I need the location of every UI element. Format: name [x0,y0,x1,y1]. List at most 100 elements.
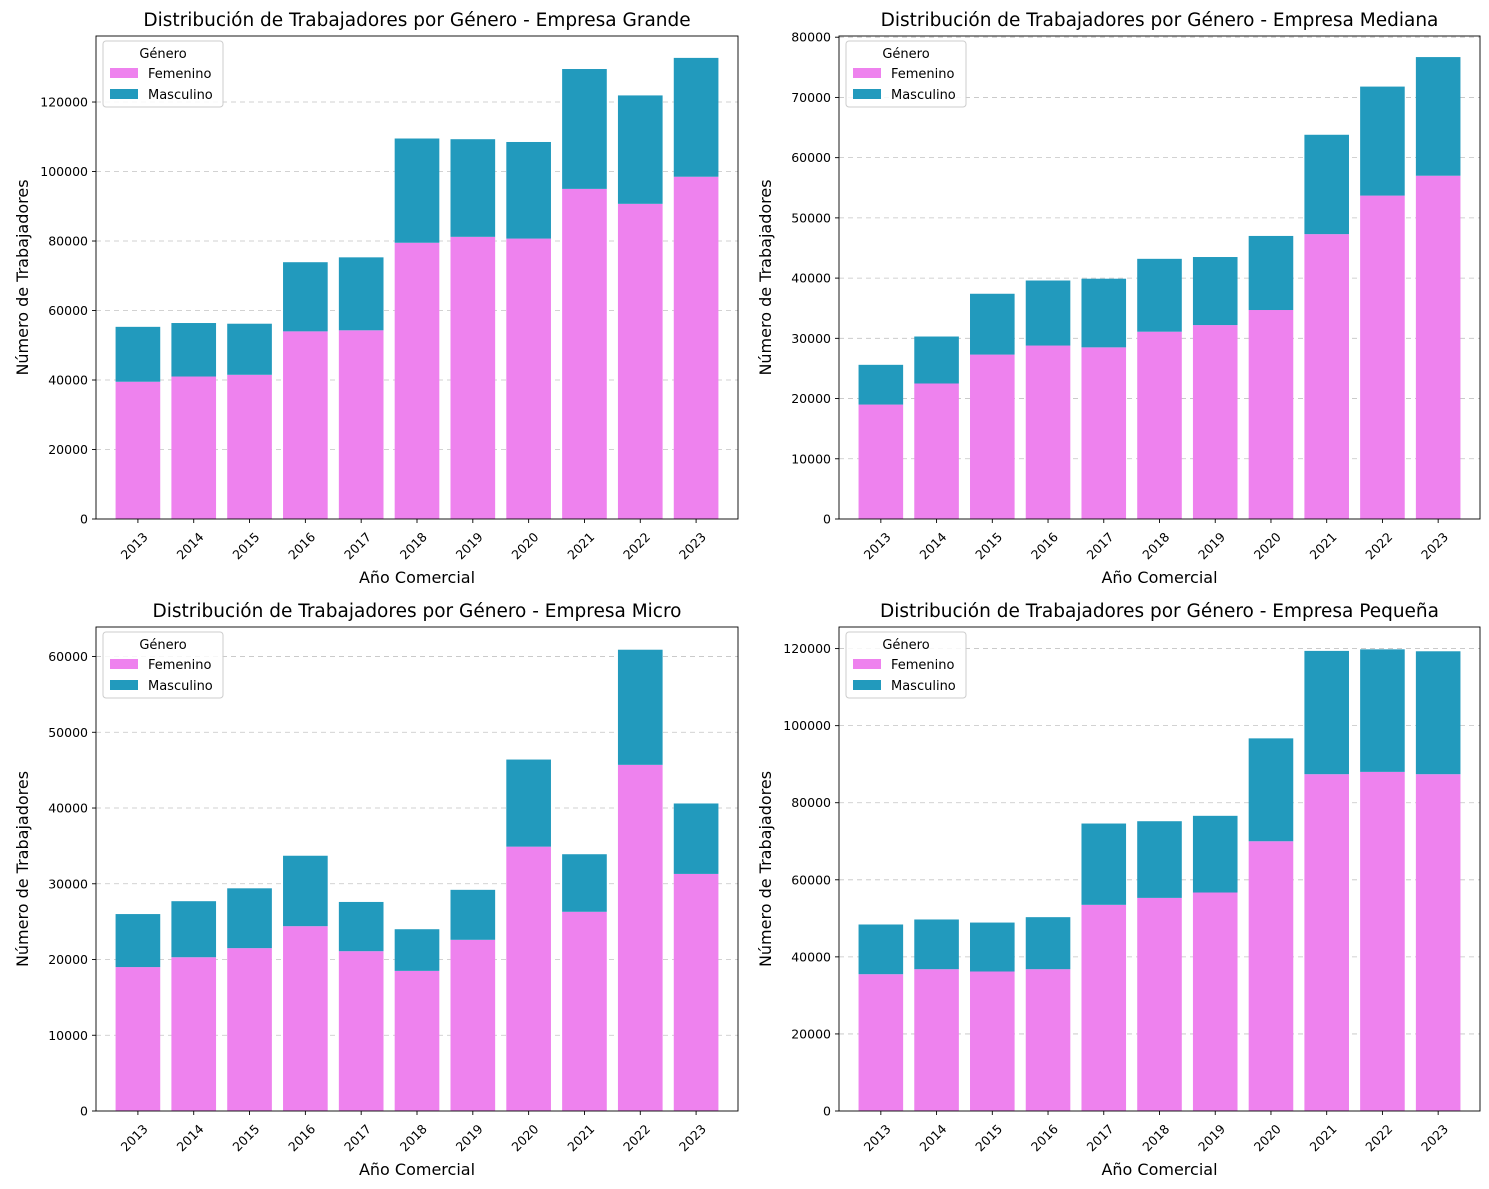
x-tick-label: 2015 [972,529,1005,562]
x-tick-label: 2018 [1139,1121,1172,1154]
y-tick-label: 100000 [783,718,831,733]
y-axis-label: Número de Trabajadores [756,771,775,967]
bar-masculino-2016 [1025,280,1071,346]
x-tick-label: 2021 [564,1121,597,1154]
bar-femenino-2021 [1304,774,1349,1111]
bar-masculino-2019 [450,889,496,940]
bar-masculino-2013 [115,914,161,968]
x-tick-label: 2023 [1418,1121,1451,1154]
bar-femenino-2022 [1360,195,1405,519]
x-tick-label: 2020 [1251,529,1284,562]
bar-femenino-2014 [171,376,217,519]
bar-femenino-2016 [283,331,328,519]
x-tick-label: 2015 [229,1121,262,1154]
x-tick-label: 2021 [564,529,597,562]
bar-masculino-2017 [1081,278,1127,348]
bar-femenino-2019 [450,939,496,1111]
x-tick-label: 2022 [1362,529,1395,562]
bar-masculino-2020 [1248,738,1294,842]
bar-masculino-2015 [970,922,1015,972]
legend-swatch-masculino [853,89,881,99]
chart-title: Distribución de Trabajadores por Género … [880,601,1439,622]
legend: Género Femenino Masculino [102,40,224,108]
y-tick-label: 40000 [791,949,831,964]
x-axis-label: Año Comercial [359,568,475,587]
x-tick-label: 2016 [285,529,318,562]
chart-title: Distribución de Trabajadores por Género … [881,10,1439,31]
y-tick-label: 40000 [791,271,831,286]
y-tick-label: 50000 [791,210,831,225]
legend-swatch-femenino [853,659,881,669]
bar-femenino-2013 [115,381,161,519]
bar-masculino-2016 [283,262,328,332]
bar-femenino-2018 [394,242,440,519]
bar-femenino-2019 [450,236,496,519]
x-tick-label: 2013 [861,1121,894,1154]
bar-femenino-2019 [1192,325,1238,519]
x-tick-label: 2016 [1028,1121,1061,1154]
x-tick-label: 2014 [916,1121,949,1154]
x-tick-label: 2023 [1418,529,1451,562]
bar-masculino-2016 [1025,917,1071,970]
bar-masculino-2018 [1137,258,1182,332]
bar-femenino-2013 [115,967,161,1111]
legend-title: Género [139,638,186,653]
legend-label-masculino: Masculino [891,679,956,694]
legend-title: Género [882,638,929,653]
x-tick-label: 2022 [620,529,653,562]
chart-panel: 0 20000 40000 60000 80000 100000 120000 2013 201… [13,10,739,587]
y-tick-label: 20000 [791,391,831,406]
chart-panel: 0 20000 40000 60000 80000 100000 120000 2013 201… [756,601,1481,1179]
bar-masculino-2017 [338,901,384,952]
y-tick-label: 0 [823,512,831,527]
y-tick-label: 70000 [791,90,831,105]
bar-masculino-2020 [506,141,551,239]
bar-masculino-2023 [1415,651,1461,775]
y-tick-label: 80000 [791,795,831,810]
legend-label-masculino: Masculino [148,679,213,694]
y-tick-label: 10000 [791,451,831,466]
y-tick-label: 40000 [48,373,88,388]
x-axis-label: Año Comercial [1101,1160,1217,1179]
bar-femenino-2020 [1248,841,1294,1111]
y-tick-label: 80000 [791,30,831,45]
y-tick-label: 20000 [791,1026,831,1041]
bar-masculino-2015 [227,888,272,949]
x-tick-label: 2020 [508,1121,541,1154]
y-tick-label: 30000 [791,331,831,346]
bar-masculino-2019 [450,139,496,237]
y-tick-label: 120000 [783,641,831,656]
bar-femenino-2020 [1248,310,1294,519]
legend-swatch-femenino [110,68,138,78]
x-tick-label: 2017 [341,529,374,562]
legend-swatch-femenino [853,68,881,78]
bar-masculino-2015 [227,323,272,375]
bar-femenino-2023 [673,873,719,1111]
bar-masculino-2021 [562,854,607,912]
x-tick-label: 2023 [676,1121,709,1154]
bar-femenino-2017 [1081,347,1127,519]
x-tick-label: 2018 [397,1121,430,1154]
bar-masculino-2022 [617,649,663,765]
bar-masculino-2013 [858,364,904,405]
y-tick-label: 120000 [40,95,88,110]
y-tick-label: 30000 [48,876,88,891]
x-tick-label: 2013 [118,529,151,562]
bar-masculino-2022 [1360,649,1405,772]
bar-femenino-2021 [562,911,607,1111]
bar-femenino-2021 [1304,234,1349,519]
bar-masculino-2022 [1360,86,1405,196]
chart-title: Distribución de Trabajadores por Género … [153,601,682,622]
x-tick-label: 2014 [916,529,949,562]
bar-femenino-2023 [1415,774,1461,1111]
bar-femenino-2015 [227,374,272,519]
x-tick-label: 2020 [508,529,541,562]
bar-masculino-2018 [394,138,440,243]
y-tick-label: 0 [80,512,88,527]
bar-femenino-2020 [506,846,551,1111]
x-tick-label: 2015 [972,1121,1005,1154]
bar-masculino-2014 [914,919,959,970]
bar-masculino-2014 [914,336,959,384]
y-tick-label: 0 [80,1104,88,1119]
bar-femenino-2023 [673,176,719,519]
